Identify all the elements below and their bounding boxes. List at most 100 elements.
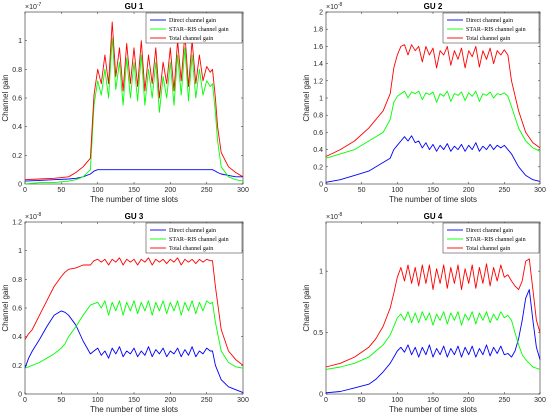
y-tick-label: 0 xyxy=(319,392,323,399)
series-line xyxy=(24,300,244,369)
y-tick-label: 0 xyxy=(319,182,323,189)
y-tick-label: 0.2 xyxy=(12,363,22,370)
y-tick-label: 0.8 xyxy=(12,67,22,74)
x-tick-label: 150 xyxy=(427,187,439,194)
x-tick-label: 100 xyxy=(92,187,104,194)
x-axis-label: The number of time slots xyxy=(389,405,477,414)
series-line xyxy=(24,37,244,185)
y-exponent-label: ×10-8 xyxy=(326,2,343,11)
x-tick-label: 0 xyxy=(23,187,27,194)
x-tick-label: 100 xyxy=(391,187,403,194)
y-tick-label: 0.4 xyxy=(12,334,22,341)
series-line xyxy=(24,310,244,394)
y-tick-label: 0 xyxy=(18,392,22,399)
x-tick-label: 50 xyxy=(57,187,65,194)
y-tick-label: 0 xyxy=(18,182,22,189)
y-tick-label: 0.8 xyxy=(313,113,323,120)
y-axis-label: Channel gain xyxy=(1,74,10,121)
legend-entry: Total channel gain xyxy=(169,36,213,42)
y-tick-label: 0.4 xyxy=(313,147,323,154)
x-tick-label: 300 xyxy=(237,187,249,194)
series-line xyxy=(325,258,541,368)
x-tick-label: 300 xyxy=(237,397,249,404)
legend-entry: Total channel gain xyxy=(466,246,510,252)
legend-entry: Direct channel gain xyxy=(169,228,216,234)
y-tick-label: 0.2 xyxy=(12,153,22,160)
series-line xyxy=(325,44,541,157)
y-tick-label: 0.2 xyxy=(313,164,323,171)
y-exponent-label: ×10-7 xyxy=(25,2,42,11)
y-tick-label: 0.8 xyxy=(12,277,22,284)
x-tick-label: 100 xyxy=(92,397,104,404)
x-axis-label: The number of time slots xyxy=(389,195,477,204)
series-line xyxy=(24,169,243,182)
legend-box xyxy=(145,12,243,44)
x-tick-label: 250 xyxy=(498,187,510,194)
chart-panel: 0 50 100 150 200 250 300 0 0.5 1 ×10-8 GU 4 The numb… xyxy=(302,212,546,414)
x-tick-label: 200 xyxy=(164,397,176,404)
x-tick-label: 300 xyxy=(534,397,546,404)
y-tick-label: 1.2 xyxy=(12,220,22,227)
x-tick-label: 300 xyxy=(534,187,546,194)
x-tick-label: 0 xyxy=(23,397,27,404)
chart-title: GU 4 xyxy=(424,212,443,221)
x-tick-label: 150 xyxy=(427,397,439,404)
y-tick-label: 1 xyxy=(319,269,323,276)
legend-entry: STAR−RIS channel gain xyxy=(169,27,229,33)
x-tick-label: 150 xyxy=(128,397,140,404)
y-exponent-label: ×10-8 xyxy=(326,212,343,221)
x-tick-label: 250 xyxy=(201,187,213,194)
y-tick-label: 0.5 xyxy=(313,330,323,337)
chart-panel: 0 50 100 150 200 250 300 0 0.2 0.4 0.6 0.8 1 ×10-7 GU … xyxy=(1,2,249,204)
y-tick-label: 0.6 xyxy=(313,130,323,137)
chart-title: GU 1 xyxy=(125,2,144,11)
y-tick-label: 0.4 xyxy=(12,124,22,131)
x-tick-label: 100 xyxy=(391,397,403,404)
x-tick-label: 0 xyxy=(324,397,328,404)
y-axis-label: Channel gain xyxy=(302,74,311,121)
y-tick-label: 1.2 xyxy=(313,78,323,85)
x-tick-label: 200 xyxy=(463,187,475,194)
y-axis-label: Channel gain xyxy=(302,284,311,331)
y-tick-label: 0.6 xyxy=(12,306,22,313)
series-line xyxy=(24,21,244,181)
x-axis-label: The number of time slots xyxy=(90,405,178,414)
x-tick-label: 0 xyxy=(324,187,328,194)
x-tick-label: 50 xyxy=(358,187,366,194)
series-line xyxy=(325,135,541,183)
legend-entry: STAR−RIS channel gain xyxy=(466,27,526,33)
legend-entry: Total channel gain xyxy=(466,36,510,42)
legend-entry: Direct channel gain xyxy=(169,18,216,24)
x-tick-label: 200 xyxy=(164,187,176,194)
x-tick-label: 250 xyxy=(498,397,510,404)
legend-entry: STAR−RIS channel gain xyxy=(466,237,526,243)
x-tick-label: 50 xyxy=(358,397,366,404)
y-tick-label: 0.6 xyxy=(12,96,22,103)
x-axis-label: The number of time slots xyxy=(90,195,178,204)
series-line xyxy=(325,311,541,370)
y-tick-label: 1.4 xyxy=(313,61,323,68)
series-line xyxy=(325,289,541,394)
series-line xyxy=(325,90,541,159)
y-tick-label: 1.8 xyxy=(313,27,323,34)
x-tick-label: 200 xyxy=(463,397,475,404)
chart-panel: 0 50 100 150 200 250 300 0 0.2 0.4 0.6 0.8 1 1.2 1.4 1.… xyxy=(302,2,546,204)
chart-title: GU 2 xyxy=(424,2,443,11)
y-axis-label: Channel gain xyxy=(1,284,10,331)
legend-entry: Direct channel gain xyxy=(466,18,513,24)
chart-title: GU 3 xyxy=(125,212,144,221)
y-tick-label: 1.6 xyxy=(313,44,323,51)
legend-entry: STAR−RIS channel gain xyxy=(169,237,229,243)
series-line xyxy=(24,257,244,366)
chart-panel: 0 50 100 150 200 250 300 0 0.2 0.4 0.6 0.8 1 1.2×10-8… xyxy=(1,212,249,414)
x-tick-label: 150 xyxy=(128,187,140,194)
y-tick-label: 1 xyxy=(319,96,323,103)
y-tick-label: 1 xyxy=(18,38,22,45)
x-tick-label: 250 xyxy=(201,397,213,404)
y-exponent-label: ×10-8 xyxy=(25,212,42,221)
y-tick-label: 1 xyxy=(18,248,22,255)
y-tick-label: 2 xyxy=(319,10,323,17)
legend-entry: Total channel gain xyxy=(169,246,213,252)
x-tick-label: 50 xyxy=(57,397,65,404)
